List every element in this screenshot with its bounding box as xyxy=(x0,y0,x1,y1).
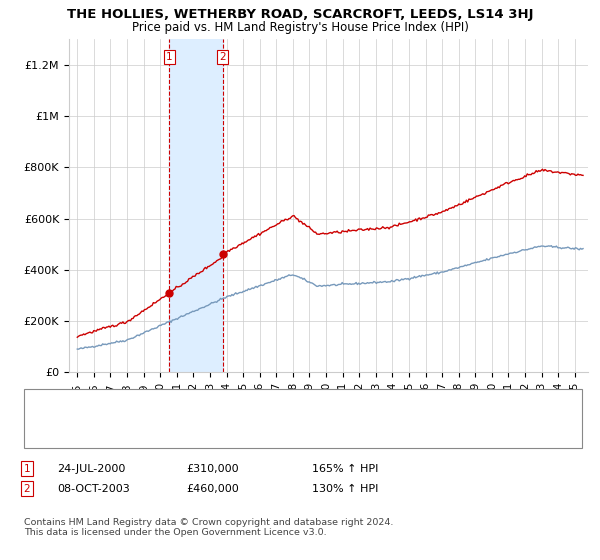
Text: 2: 2 xyxy=(220,52,226,62)
Text: £460,000: £460,000 xyxy=(186,484,239,494)
Text: £310,000: £310,000 xyxy=(186,464,239,474)
Text: 2: 2 xyxy=(23,484,31,494)
Text: Contains HM Land Registry data © Crown copyright and database right 2024.
This d: Contains HM Land Registry data © Crown c… xyxy=(24,518,394,538)
Text: THE HOLLIES, WETHERBY ROAD, SCARCROFT, LEEDS, LS14 3HJ (detached house): THE HOLLIES, WETHERBY ROAD, SCARCROFT, L… xyxy=(81,400,485,410)
Bar xyxy=(169,39,223,372)
Text: 130% ↑ HPI: 130% ↑ HPI xyxy=(312,484,379,494)
Text: Price paid vs. HM Land Registry's House Price Index (HPI): Price paid vs. HM Land Registry's House … xyxy=(131,21,469,34)
Text: 08-OCT-2003: 08-OCT-2003 xyxy=(57,484,130,494)
Text: 1: 1 xyxy=(166,52,173,62)
Text: THE HOLLIES, WETHERBY ROAD, SCARCROFT, LEEDS, LS14 3HJ: THE HOLLIES, WETHERBY ROAD, SCARCROFT, L… xyxy=(67,8,533,21)
Text: 24-JUL-2000: 24-JUL-2000 xyxy=(57,464,125,474)
Text: 1: 1 xyxy=(23,464,31,474)
Text: HPI: Average price, detached house, Leeds: HPI: Average price, detached house, Leed… xyxy=(81,427,295,437)
Text: 165% ↑ HPI: 165% ↑ HPI xyxy=(312,464,379,474)
